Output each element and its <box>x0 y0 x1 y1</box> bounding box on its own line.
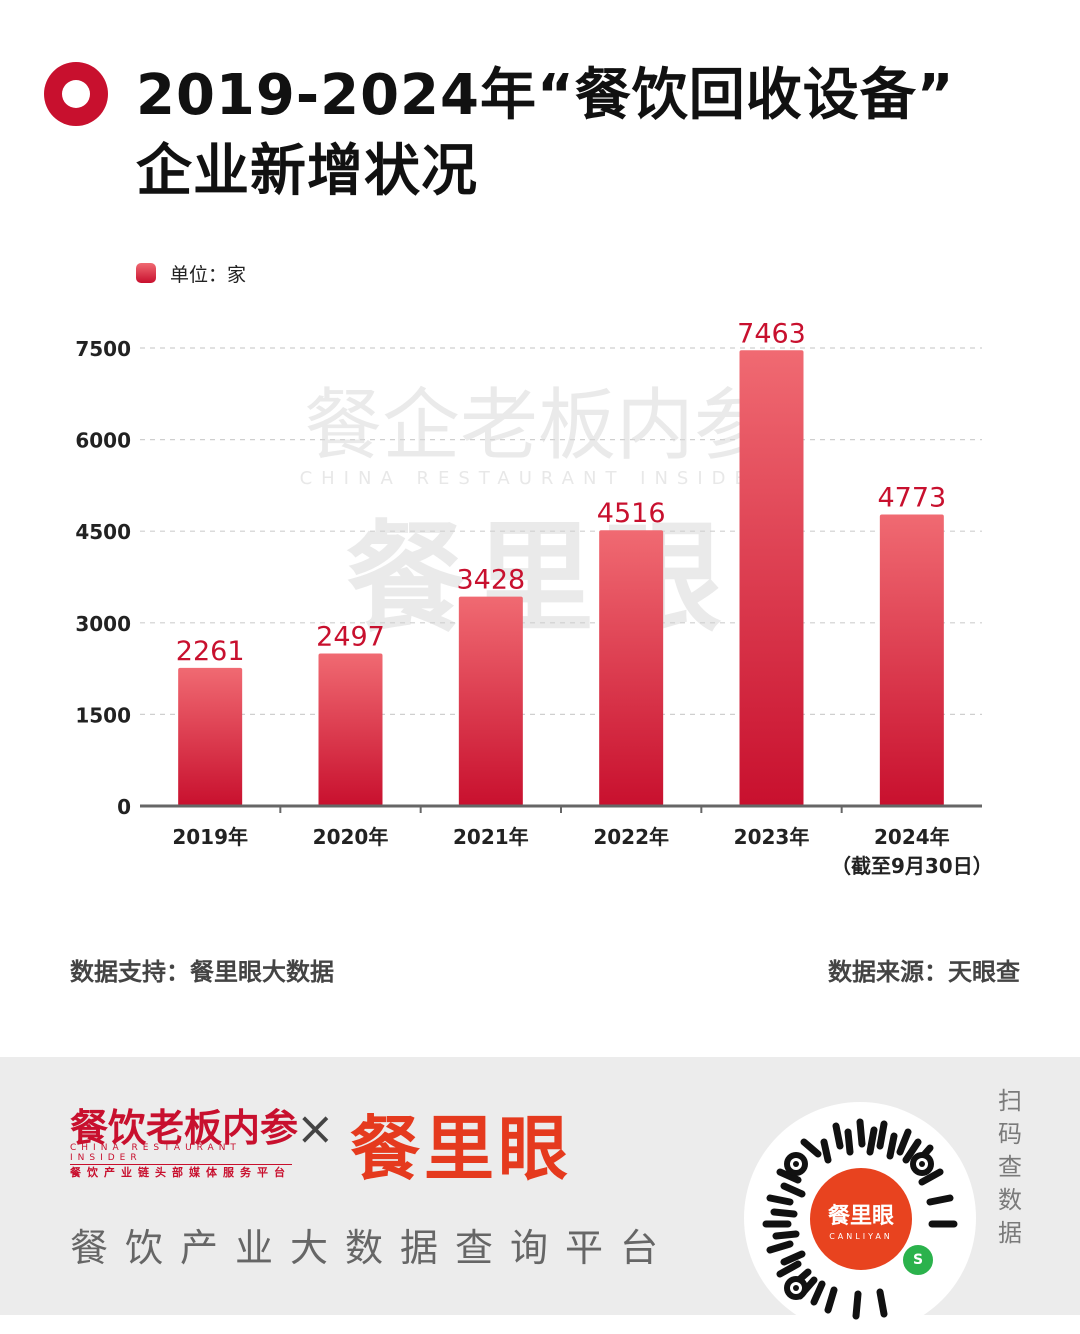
platform-tagline: 餐饮产业大数据查询平台 <box>70 1226 676 1270</box>
qr-badge-pinyin: CANLIYAN <box>829 1231 893 1241</box>
y-tick-label: 4500 <box>75 520 131 544</box>
bar <box>458 596 523 806</box>
chart-title-line1: 2019-2024年“餐饮回收设备” <box>136 63 955 128</box>
qr-pattern-icon <box>762 1118 958 1320</box>
data-label: 7463 <box>737 318 806 349</box>
bar-chart: 餐企老板内参 CHINA RESTAURANT INSIDER 餐里眼 2261… <box>75 318 992 878</box>
watermark-line1: 餐企老板内参 <box>304 381 772 471</box>
brand-logo-insider-tagline: 餐饮产业链头部媒体服务平台 <box>70 1166 291 1179</box>
bars: 2261 2497 3428 4516 7463 4773 <box>176 318 946 806</box>
bottom-banner: 餐饮老板内参 CHINA RESTAURANT INSIDER 餐饮产业链头部媒… <box>0 1057 1080 1334</box>
ring-icon <box>44 62 108 126</box>
grid-lines <box>140 347 982 716</box>
qr-badge-name: 餐里眼 <box>827 1203 894 1229</box>
watermark: 餐企老板内参 CHINA RESTAURANT INSIDER 餐里眼 <box>300 381 777 649</box>
x-tick-label: 2019年 <box>172 825 248 849</box>
bar <box>318 653 383 806</box>
x-tick-label: 2020年 <box>313 825 389 849</box>
chart-title-line2: 企业新增状况 <box>136 139 478 204</box>
legend: 单位：家 <box>136 260 246 286</box>
wechat-mini-program-icon: S <box>900 1242 936 1278</box>
x-tick-label: 2023年 <box>734 825 810 849</box>
bar <box>599 530 664 806</box>
qr-code[interactable]: 餐里眼 CANLIYAN S <box>744 1102 976 1334</box>
y-tick-label: 3000 <box>75 612 131 636</box>
title-area: 2019-2024年“餐饮回收设备” 企业新增状况 <box>0 0 1080 230</box>
data-label: 4773 <box>877 483 946 514</box>
brand-logo-insider: 餐饮老板内参 <box>70 1105 299 1150</box>
brand-logo-canliyan: 餐里眼 <box>350 1108 572 1190</box>
watermark-line2: CHINA RESTAURANT INSIDER <box>300 468 777 489</box>
data-label: 4516 <box>597 498 666 529</box>
x-tick-label: 2024年 <box>874 825 950 849</box>
y-tick-label: 1500 <box>75 703 131 727</box>
brand-logo-insider-en: CHINA RESTAURANT INSIDER <box>70 1143 292 1165</box>
axes: 0 1500 3000 4500 6000 7500 2019年 2020年 2021年 2022… <box>75 337 992 878</box>
cross-icon: × <box>296 1101 335 1155</box>
scan-code-label: 扫码查数据 <box>998 1087 1022 1247</box>
watermark-line3: 餐里眼 <box>346 510 730 649</box>
data-label: 3428 <box>456 565 525 596</box>
y-tick-label: 0 <box>117 795 131 819</box>
qr-center-badge: 餐里眼 CANLIYAN <box>806 1164 916 1274</box>
x-tick-label: 2021年 <box>453 825 529 849</box>
x-tick-note: （截至9月30日） <box>831 854 993 878</box>
chart-title: 2019-2024年“餐饮回收设备” 企业新增状况 <box>136 58 1056 210</box>
bar <box>879 514 944 806</box>
data-source-note: 数据来源：天眼查 <box>828 958 1020 986</box>
legend-swatch <box>136 263 156 283</box>
bar <box>739 350 804 806</box>
y-tick-label: 7500 <box>75 337 131 361</box>
data-label: 2497 <box>316 622 385 653</box>
y-tick-label: 6000 <box>75 429 131 453</box>
data-label: 2261 <box>176 636 245 667</box>
legend-label: 单位：家 <box>170 263 247 286</box>
x-tick-label: 2022年 <box>593 825 669 849</box>
bar <box>178 667 243 806</box>
data-support-note: 数据支持：餐里眼大数据 <box>70 958 334 986</box>
